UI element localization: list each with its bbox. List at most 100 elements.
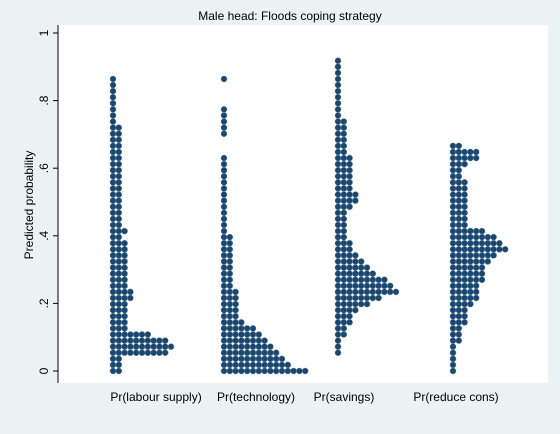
dot-row	[334, 142, 348, 150]
dot-row	[449, 215, 468, 223]
y-tick-label: .8	[37, 95, 51, 105]
y-tick-label: .2	[37, 298, 51, 308]
dot-row	[109, 294, 134, 302]
dot-row	[109, 112, 117, 119]
dot-row	[109, 136, 123, 143]
dot-row	[449, 294, 480, 302]
dot-row	[334, 349, 342, 356]
dot-row	[109, 325, 128, 332]
dot-row	[109, 282, 128, 289]
dot-row	[109, 252, 128, 259]
dot-row	[220, 343, 274, 350]
dot-row	[334, 179, 353, 186]
dot-row	[109, 234, 123, 241]
dot-row	[449, 264, 486, 271]
dot-row	[109, 319, 128, 326]
dot-row	[220, 361, 292, 369]
dot-row	[449, 142, 463, 150]
x-tick-label: Pr(savings)	[314, 390, 375, 404]
dot-row	[109, 246, 128, 253]
dot-row	[109, 154, 123, 162]
dot-row	[109, 130, 123, 137]
dot-row	[220, 355, 286, 362]
dot-row	[220, 112, 228, 119]
dot-row	[334, 288, 400, 296]
dot-row	[334, 106, 342, 113]
dot-row	[109, 197, 123, 204]
dot-row	[109, 161, 123, 168]
dot-row	[334, 209, 348, 216]
dot-row	[449, 191, 468, 198]
dot-row	[449, 349, 457, 356]
dot-row	[109, 142, 123, 150]
dot-row	[109, 173, 123, 180]
dot-row	[220, 270, 234, 277]
dot-row	[109, 179, 123, 186]
dot-row	[449, 227, 486, 235]
dot-row	[449, 209, 468, 216]
dot-row	[334, 63, 342, 70]
dot-row	[449, 234, 497, 241]
dot-row	[220, 234, 234, 241]
dot-row	[449, 337, 463, 344]
dot-row	[334, 240, 353, 247]
dot-row	[449, 252, 497, 259]
dot-row	[220, 154, 228, 162]
y-tick-label: 0	[37, 367, 51, 374]
dot-row	[449, 173, 463, 180]
dot-row	[109, 215, 123, 223]
dot-row	[334, 307, 359, 314]
plot-area	[58, 25, 548, 383]
dot-row	[449, 343, 457, 350]
dot-row	[449, 355, 457, 362]
dot-row	[220, 75, 228, 83]
dot-row	[109, 313, 128, 320]
dot-row	[449, 246, 509, 253]
dot-row	[334, 81, 342, 89]
dot-row	[109, 118, 117, 125]
dot-row	[449, 148, 480, 156]
dot-row	[334, 94, 342, 101]
dot-row	[334, 270, 377, 277]
dot-row	[449, 203, 468, 210]
dot-row	[449, 240, 503, 247]
dot-row	[220, 167, 228, 174]
dot-row	[109, 337, 169, 344]
dot-row	[220, 319, 245, 326]
dot-row	[109, 258, 128, 265]
dot-row	[334, 276, 388, 283]
dot-row	[334, 331, 348, 338]
dot-row	[449, 361, 457, 369]
dot-row	[334, 57, 342, 64]
dot-row	[220, 264, 234, 271]
dot-row	[334, 234, 348, 241]
dot-row	[109, 270, 128, 277]
dot-row	[449, 300, 474, 308]
dot-row	[109, 106, 117, 113]
dot-row	[334, 252, 359, 259]
dot-row	[334, 215, 348, 223]
dot-row	[220, 282, 234, 289]
dot-row	[449, 319, 468, 326]
y-tick-label: .6	[37, 163, 51, 173]
dot-row	[449, 154, 480, 162]
dot-row	[449, 161, 468, 168]
dot-row	[449, 367, 457, 375]
dot-row	[220, 161, 228, 168]
dot-row	[220, 240, 234, 247]
dot-row	[449, 221, 468, 229]
dot-row	[334, 197, 359, 204]
dot-row	[220, 307, 239, 314]
dot-row	[220, 252, 234, 259]
dot-row	[334, 258, 365, 265]
dot-row	[220, 300, 239, 308]
dot-row	[220, 276, 234, 283]
dot-row	[109, 124, 123, 131]
dot-row	[334, 325, 348, 332]
dot-row	[334, 130, 348, 137]
dot-row	[109, 209, 123, 216]
dot-row	[220, 325, 257, 332]
dot-row	[220, 227, 228, 235]
dot-row	[220, 203, 228, 210]
dot-row	[449, 331, 463, 338]
